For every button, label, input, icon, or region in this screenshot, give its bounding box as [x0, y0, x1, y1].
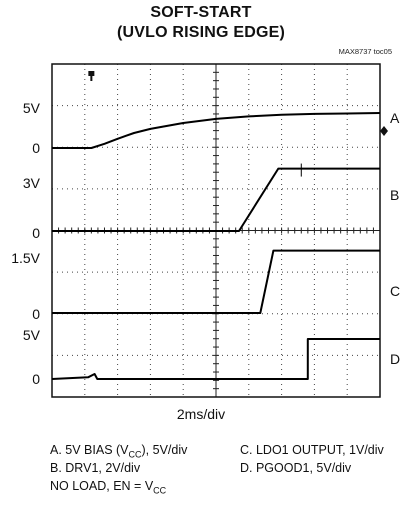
trace-b: [52, 167, 380, 232]
legend-note: NO LOAD, EN = VCC: [50, 479, 167, 496]
legend-b: B. DRV1, 2V/div: [50, 461, 141, 475]
y-label-a-5v: 5V: [22, 100, 40, 116]
chart-title: SOFT-START: [150, 4, 252, 21]
chart-subtitle: (UVLO RISING EDGE): [116, 24, 286, 41]
y-label-d-5v: 5V: [22, 327, 40, 343]
trace-label-b: B: [390, 187, 400, 203]
trace-label-d: D: [390, 351, 401, 367]
trace-label-c: C: [390, 283, 401, 299]
y-label-c-1p5v: 1.5V: [11, 250, 40, 266]
trace-a: [52, 112, 381, 149]
trace-d: [51, 338, 380, 380]
reference-marker: [380, 126, 388, 136]
y-label-d-0: 0: [32, 371, 40, 387]
trace-c: [52, 249, 380, 314]
legend-a: A. 5V BIAS (VCC), 5V/div: [50, 443, 188, 460]
y-label-b-0: 0: [32, 225, 40, 241]
x-scale-label: 2ms/div: [176, 406, 226, 422]
figure-tag: MAX8737 toc05: [338, 47, 392, 56]
legend-d: D. PGOOD1, 5V/div: [240, 461, 352, 475]
legend-c: C. LDO1 OUTPUT, 1V/div: [240, 443, 384, 457]
y-label-b-3v: 3V: [22, 175, 40, 191]
y-label-a-0: 0: [32, 140, 40, 156]
trace-label-a: A: [390, 110, 400, 126]
trigger-marker: [88, 71, 95, 81]
y-label-c-0: 0: [32, 306, 40, 322]
